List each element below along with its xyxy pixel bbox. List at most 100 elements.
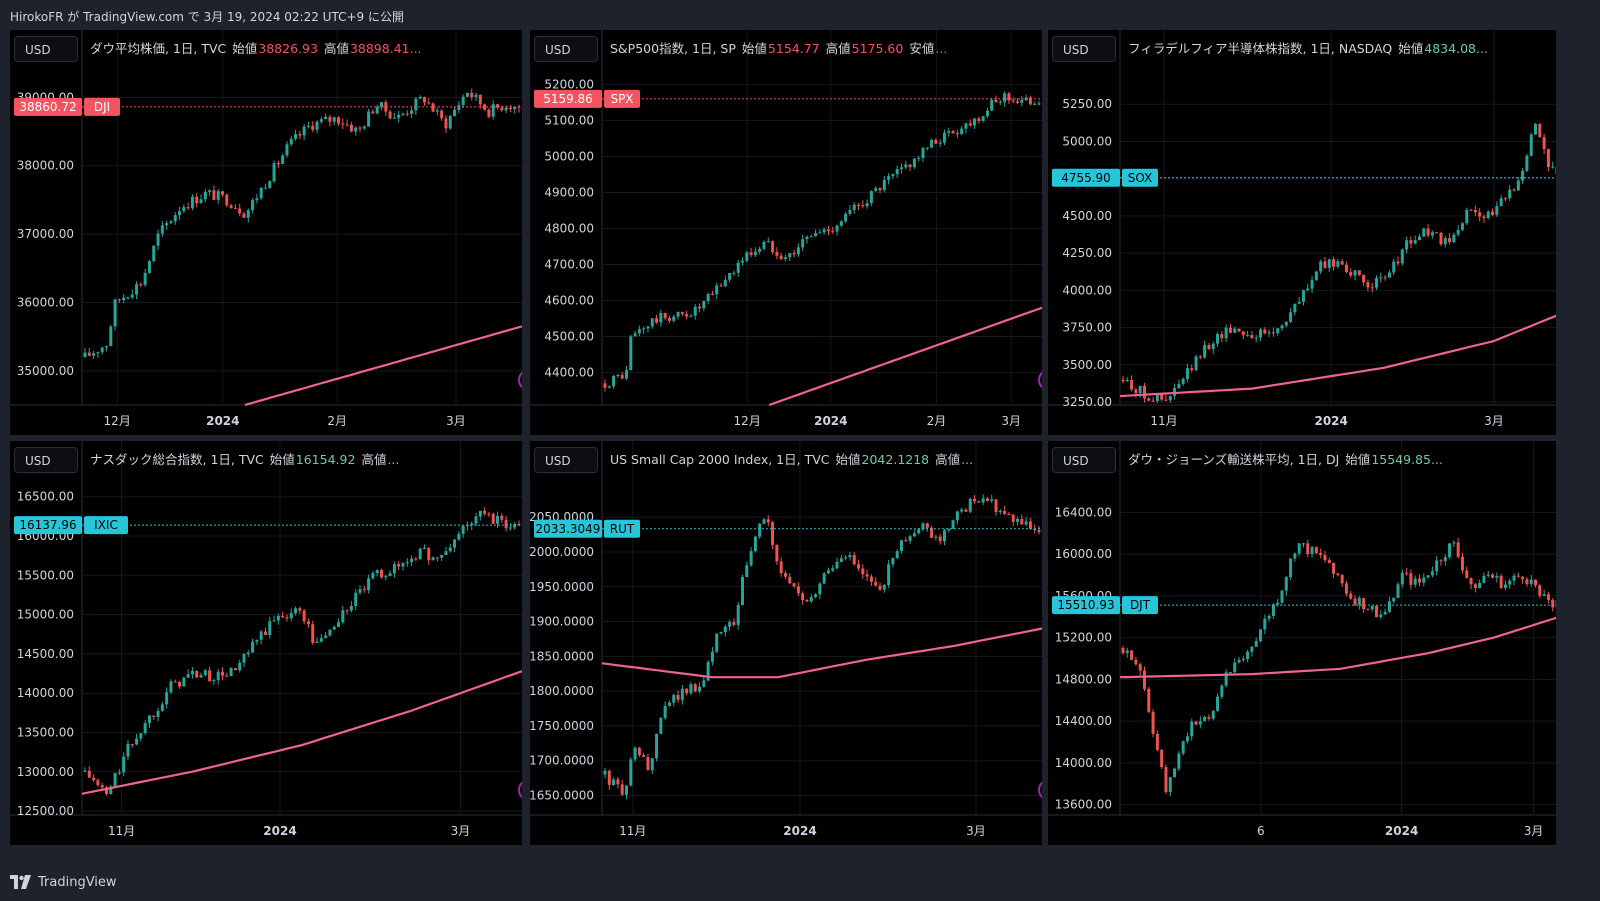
candle-body bbox=[173, 681, 177, 683]
candle-body bbox=[496, 104, 500, 108]
candle-body bbox=[272, 163, 276, 182]
candle-body bbox=[612, 375, 616, 387]
candle-body bbox=[147, 261, 151, 273]
candle-body bbox=[1383, 611, 1387, 615]
y-tick-label: 15500.00 bbox=[17, 568, 74, 582]
currency-button[interactable]: USD bbox=[1052, 447, 1116, 473]
last-price-value: 38860.72 bbox=[19, 100, 76, 114]
candle-body bbox=[766, 519, 770, 523]
candle-body bbox=[1177, 753, 1181, 769]
candle-body bbox=[985, 498, 989, 501]
chart-panel-djt[interactable]: 13600.00 14000.00 14400.00 14800.00 15200.00… bbox=[1048, 441, 1556, 845]
candle-body bbox=[251, 200, 255, 211]
candle-body bbox=[1323, 261, 1327, 268]
currency-button[interactable]: USD bbox=[534, 36, 598, 62]
candle-body bbox=[1003, 93, 1007, 102]
chart-svg[interactable]: 1650.0000 1700.0000 1750.0000 1800.0000 1850… bbox=[530, 441, 1042, 845]
candle-body bbox=[152, 715, 156, 717]
chart-svg[interactable]: 3250.00 3500.00 3750.00 4000.00 4250.00 4500.… bbox=[1048, 30, 1556, 435]
candle-body bbox=[1259, 329, 1263, 338]
candle-body bbox=[1551, 166, 1555, 168]
currency-button[interactable]: USD bbox=[1052, 36, 1116, 62]
candle-body bbox=[826, 229, 830, 232]
candle-body bbox=[736, 604, 740, 625]
candle-body bbox=[942, 132, 946, 143]
candle-body bbox=[762, 241, 766, 249]
candle-body bbox=[934, 536, 938, 538]
candle-body bbox=[1314, 547, 1318, 554]
candle-body bbox=[899, 540, 903, 552]
candle-body bbox=[766, 241, 770, 243]
y-tick-label: 1750.0000 bbox=[530, 719, 594, 733]
y-tick-label: 38000.00 bbox=[17, 159, 74, 173]
candle-body bbox=[775, 252, 779, 256]
candle-body bbox=[1516, 180, 1520, 191]
candle-body bbox=[1332, 259, 1336, 267]
currency-button[interactable]: USD bbox=[14, 447, 78, 473]
candle-body bbox=[891, 558, 895, 565]
candle-body bbox=[994, 499, 998, 513]
chart-panel-rut[interactable]: 1650.0000 1700.0000 1750.0000 1800.0000 1850… bbox=[530, 441, 1042, 845]
candle-body bbox=[1405, 240, 1409, 250]
candle-body bbox=[925, 523, 929, 528]
moving-average-line bbox=[1119, 616, 1556, 679]
candle-body bbox=[620, 784, 624, 795]
candle-body bbox=[1478, 582, 1482, 588]
candle-body bbox=[238, 662, 242, 671]
candle-body bbox=[1233, 328, 1237, 333]
candle-body bbox=[448, 547, 452, 552]
currency-button[interactable]: USD bbox=[14, 36, 78, 62]
candle-body bbox=[1301, 543, 1305, 545]
x-tick-label: 12月 bbox=[734, 414, 761, 428]
candle-body bbox=[182, 207, 186, 212]
candle-body bbox=[1499, 198, 1503, 207]
candle-body bbox=[642, 328, 646, 330]
candle-body bbox=[998, 510, 1002, 513]
candle-body bbox=[203, 191, 207, 200]
candle-body bbox=[199, 199, 203, 204]
candle-body bbox=[693, 684, 697, 692]
candle-body bbox=[1486, 211, 1490, 218]
ohlc-label: 高値 bbox=[825, 41, 851, 56]
candle-body bbox=[607, 770, 611, 785]
chart-svg[interactable]: 4400.00 4500.00 4600.00 4700.00 4800.00 4900.… bbox=[530, 30, 1042, 435]
candle-body bbox=[298, 608, 302, 611]
symbol-label: SPX bbox=[610, 92, 633, 106]
symbol-label: SOX bbox=[1128, 171, 1153, 185]
candle-body bbox=[1340, 575, 1344, 584]
chart-panel-sox[interactable]: 3250.00 3500.00 3750.00 4000.00 4250.00 4500.… bbox=[1048, 30, 1556, 435]
chart-title: US Small Cap 2000 Index, 1日, TVC 始値2042.1… bbox=[610, 449, 973, 468]
currency-button[interactable]: USD bbox=[534, 447, 598, 473]
candle-body bbox=[968, 123, 972, 126]
chart-panel-spx[interactable]: 4400.00 4500.00 4600.00 4700.00 4800.00 4900.… bbox=[530, 30, 1042, 435]
candle-body bbox=[1435, 232, 1439, 234]
candle-body bbox=[749, 252, 753, 256]
candle-body bbox=[298, 134, 302, 136]
x-tick-label: 2024 bbox=[263, 824, 296, 838]
candle-body bbox=[1375, 278, 1379, 288]
candle-body bbox=[233, 668, 237, 671]
candle-body bbox=[1503, 198, 1507, 200]
candle-body bbox=[912, 533, 916, 537]
chart-svg[interactable]: 12500.00 13000.00 13500.00 14000.00 14500.00… bbox=[10, 441, 522, 845]
candle-body bbox=[1469, 209, 1473, 211]
y-tick-label: 16500.00 bbox=[17, 490, 74, 504]
y-tick-label: 4900.00 bbox=[544, 185, 594, 199]
candle-body bbox=[1020, 518, 1024, 525]
candle-body bbox=[1314, 271, 1318, 281]
chart-panel-dji[interactable]: 35000.00 36000.00 37000.00 38000.00 39000.00… bbox=[10, 30, 522, 435]
chart-panel-ixic[interactable]: 12500.00 13000.00 13500.00 14000.00 14500.00… bbox=[10, 441, 522, 845]
candle-body bbox=[1271, 604, 1275, 616]
ohlc-value: 15549.85... bbox=[1371, 452, 1443, 467]
candle-body bbox=[1125, 379, 1129, 382]
candle-body bbox=[341, 123, 345, 125]
candle-body bbox=[1284, 321, 1288, 326]
candle-body bbox=[921, 147, 925, 158]
chart-svg[interactable]: 13600.00 14000.00 14400.00 14800.00 15200.00… bbox=[1048, 441, 1556, 845]
candle-body bbox=[1028, 521, 1032, 529]
chart-svg[interactable]: 35000.0036000.0037000.0038000.0039000.00… bbox=[10, 30, 522, 435]
candle-body bbox=[659, 312, 663, 323]
x-tick-label: 2024 bbox=[1385, 824, 1418, 838]
candle-body bbox=[1430, 232, 1434, 236]
candle-body bbox=[397, 114, 401, 118]
